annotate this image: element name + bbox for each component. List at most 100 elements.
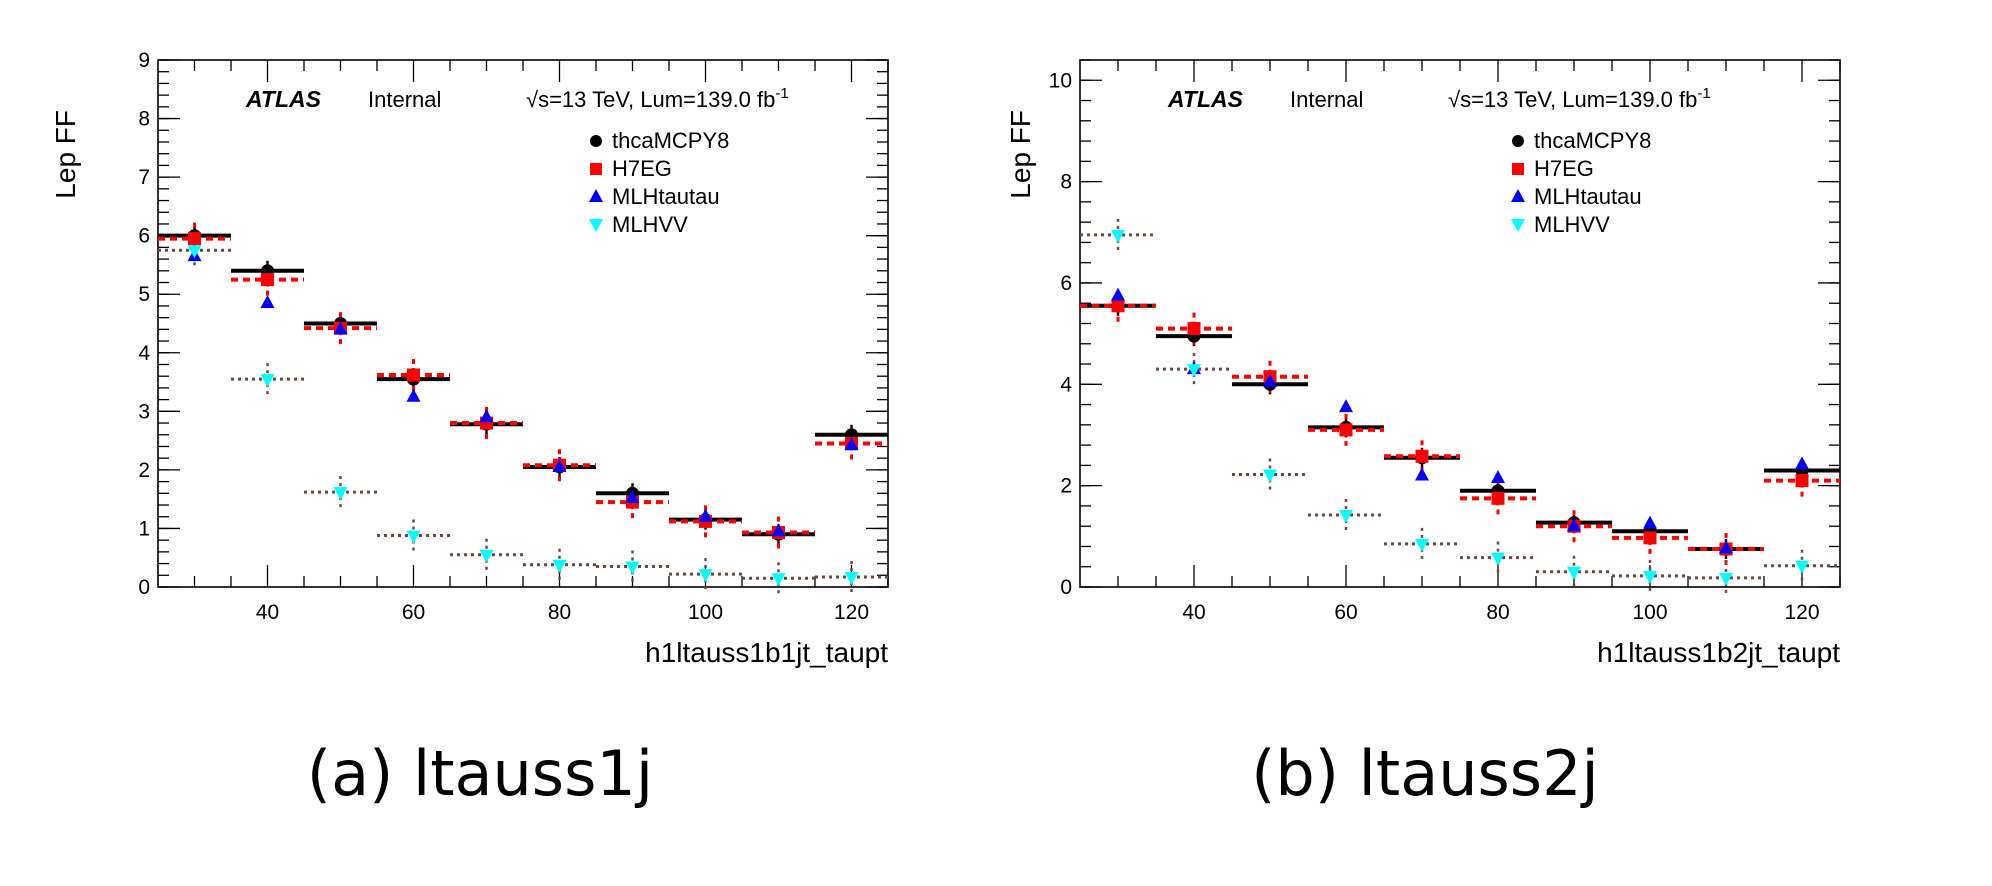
data-point-MLHVV [333,487,348,501]
legend-marker-MLHtautau [1511,189,1525,202]
x-tick-label: 100 [688,601,723,624]
y-tick-label: 8 [1060,171,1072,194]
data-point-H7EG [188,232,201,246]
legend-marker-MLHVV [589,219,603,232]
y-tick-label: 2 [138,459,150,482]
data-point-H7EG [407,368,420,382]
x-tick-label: 80 [1486,601,1509,624]
data-point-MLHVV [1795,560,1809,574]
y-tick-label: 6 [138,225,150,248]
data-point-MLHVV [698,569,713,583]
legend-label: thcaMCPY8 [1534,128,1651,153]
y-tick-label: 7 [138,166,150,189]
energy-lumi-label: √s=13 TeV, Lum=139.0 fb-1 [1448,85,1711,112]
y-tick-label: 5 [138,283,150,306]
y-tick-label: 0 [1060,576,1072,599]
data-point-MLHtautau [479,409,494,423]
x-axis-title: h1ltauss1b1jt_taupt [645,637,888,668]
y-tick-label: 8 [138,108,150,131]
x-tick-label: 60 [1334,601,1357,624]
data-point-MLHVV [1643,570,1657,584]
data-point-MLHtautau [1111,287,1125,301]
plot-frame [157,59,889,588]
y-tick-label: 1 [138,517,150,540]
y-tick-label: 4 [138,342,150,365]
y-axis-title: Lep FF [50,110,81,199]
data-point-MLHVV [260,374,275,388]
atlas-status-label: Internal [1290,87,1363,112]
data-point-MLHtautau [1263,373,1277,387]
y-tick-label: 0 [138,576,150,599]
data-point-MLHVV [1491,552,1505,566]
y-tick-label: 10 [1049,69,1072,92]
data-point-MLHVV [1415,538,1429,552]
data-point-MLHtautau [1339,399,1353,413]
data-point-MLHVV [1339,510,1353,524]
data-point-MLHtautau [406,388,421,402]
y-tick-label: 4 [1060,373,1072,396]
panel-caption: (b) ltauss2j [1251,737,1599,810]
y-tick-label: 2 [1060,475,1072,498]
data-point-MLHtautau [1643,515,1657,529]
data-point-MLHtautau [552,458,567,472]
legend-marker-thcaMCPY8 [590,135,602,147]
legend-label: MLHtautau [612,184,720,209]
y-axis-title: Lep FF [1005,110,1036,199]
atlas-label: ATLAS [1167,86,1244,112]
data-point-MLHVV [479,549,494,563]
data-point-H7EG [1491,491,1505,505]
data-point-MLHtautau [333,321,348,335]
y-tick-label: 9 [138,49,150,72]
data-point-MLHtautau [1567,518,1581,532]
data-point-H7EG [1415,449,1429,463]
legend-marker-H7EG [590,163,602,175]
data-point-MLHVV [187,245,202,259]
chart-panel-2: 0 2 4 6 8 10 40 60 80 100 120 h1ltauss1b2jt_taupt Le… [1005,59,1841,810]
data-point-MLHVV [552,559,567,573]
data-point-H7EG [1795,474,1809,488]
data-point-MLHtautau [1795,456,1809,470]
data-point-MLHVV [406,530,421,544]
chart-panel-1: 0 1 2 3 4 5 6 7 8 9 40 60 80 100 120 h1ltauss1b1jt_taup… [50,49,889,810]
data-point-MLHVV [1187,364,1201,378]
data-point-MLHVV [771,573,786,587]
y-tick-label: 3 [138,400,150,423]
data-point-H7EG [1187,322,1201,336]
data-point-MLHtautau [1719,540,1733,554]
legend-marker-MLHtautau [589,189,603,202]
x-tick-label: 80 [548,601,571,624]
data-point-MLHVV [1111,229,1125,243]
panel-caption: (a) ltauss1j [307,737,653,810]
data-point-MLHtautau [844,437,859,451]
energy-lumi-label: √s=13 TeV, Lum=139.0 fb-1 [526,85,789,112]
atlas-status-label: Internal [368,87,441,112]
data-point-MLHVV [625,561,640,575]
legend-marker-MLHVV [1511,219,1525,232]
x-tick-label: 120 [1784,601,1819,624]
legend-label: H7EG [612,156,672,181]
data-point-H7EG [1339,423,1353,437]
legend-marker-thcaMCPY8 [1512,135,1524,147]
data-point-H7EG [1643,531,1657,545]
data-point-H7EG [1111,299,1125,313]
y-tick-label: 6 [1060,272,1072,295]
legend-marker-H7EG [1512,163,1524,175]
x-axis-title: h1ltauss1b2jt_taupt [1597,637,1840,668]
data-point-MLHtautau [1415,467,1429,481]
legend-label: MLHtautau [1534,184,1642,209]
data-point-H7EG [261,273,274,287]
data-point-MLHtautau [771,523,786,537]
x-tick-label: 40 [1182,601,1205,624]
data-point-MLHtautau [698,508,713,522]
legend-label: MLHVV [1534,212,1610,237]
x-tick-label: 100 [1632,601,1667,624]
data-point-MLHVV [844,572,859,586]
x-tick-label: 40 [256,601,279,624]
legend-label: H7EG [1534,156,1594,181]
energy-lumi-exponent: -1 [775,85,788,102]
energy-lumi-exponent: -1 [1697,85,1710,102]
x-tick-label: 120 [834,601,869,624]
data-point-MLHVV [1567,566,1581,580]
x-tick-label: 60 [402,601,425,624]
